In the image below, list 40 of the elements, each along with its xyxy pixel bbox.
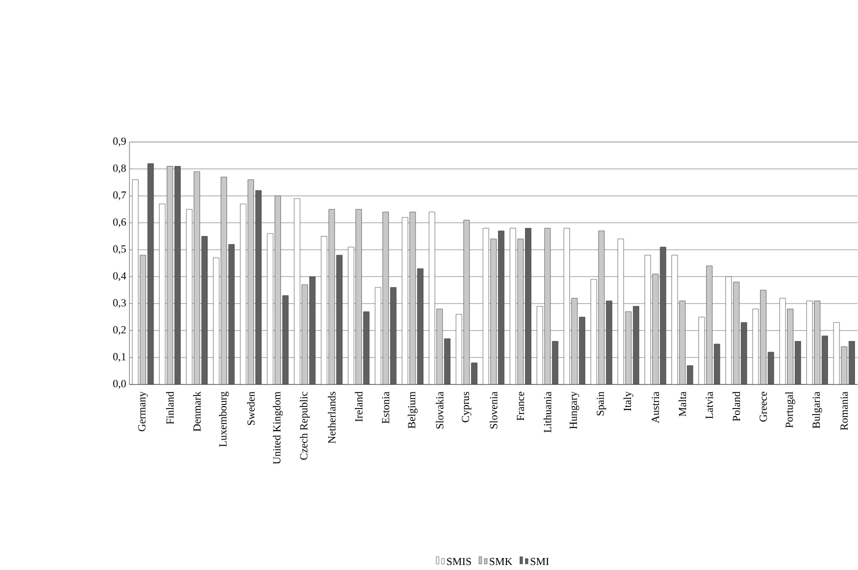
x-tick-label: Portugal	[785, 392, 796, 428]
x-tick-label: Italy	[623, 391, 634, 411]
x-tick-label: Sweden	[247, 392, 255, 425]
y-tick-label: 0,4	[113, 272, 126, 282]
x-tick-label: United Kingdom	[272, 392, 283, 464]
x-tick-label: Belgium	[408, 392, 418, 428]
y-tick-label: 0,7	[113, 191, 126, 200]
x-tick-label: Lithuania	[544, 392, 552, 433]
y-tick-label: 0,6	[113, 218, 126, 228]
y-tick-label: 0,8	[113, 164, 126, 174]
legend-label: SMI	[530, 558, 549, 566]
x-tick-label: Latvia	[706, 392, 713, 419]
x-tick-label: Czech Republic	[300, 392, 310, 460]
x-tick-label: Finland	[166, 392, 174, 424]
y-tick-label: 0,1	[113, 353, 126, 362]
x-tick-label: Malta	[678, 392, 686, 416]
x-tick-label: Hungary	[570, 391, 580, 429]
x-tick-label: Austria	[652, 392, 659, 424]
x-tick-label: Poland	[732, 392, 740, 422]
y-tick-label: 0,2	[113, 326, 126, 335]
x-tick-label: Denmark	[193, 391, 201, 432]
y-tick-label: 0,9	[113, 138, 126, 146]
x-tick-label: Spain	[596, 392, 606, 416]
x-tick-label: Germany	[138, 391, 148, 432]
x-tick-label: Romania	[840, 392, 848, 430]
x-tick-label: Estonia	[382, 392, 390, 424]
x-tick-label: Ireland	[354, 392, 363, 422]
y-tick-label: 0,5	[113, 245, 126, 254]
x-tick-label: Greece	[760, 392, 767, 422]
x-tick-label: Netherlands	[328, 392, 336, 444]
legend-label: SMK	[490, 558, 512, 566]
x-tick-label: Cyprus	[462, 392, 472, 422]
x-tick-label: Bulgaria	[812, 392, 822, 428]
x-tick-label: Slovenia	[490, 392, 498, 429]
y-tick-label: 0,3	[113, 299, 126, 308]
x-tick-label: Luxembourg	[218, 392, 229, 447]
x-tick-label: France	[516, 392, 524, 421]
x-tick-label: Slovakia	[436, 392, 444, 429]
legend-label: SMIS	[447, 558, 471, 566]
y-tick-label: 0,0	[113, 380, 126, 389]
